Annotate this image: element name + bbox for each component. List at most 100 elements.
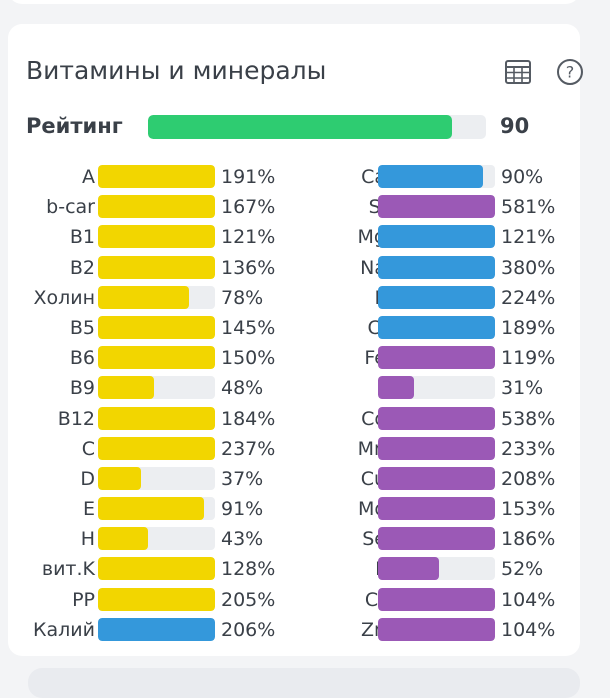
vitamin-bar bbox=[98, 497, 215, 521]
vitamin-bar bbox=[98, 285, 215, 309]
mineral-row: Cr 104% bbox=[288, 585, 580, 615]
mineral-row: Na 380% bbox=[288, 253, 580, 283]
mineral-label: Cu bbox=[360, 467, 386, 490]
vitamin-bar-fill bbox=[98, 225, 215, 249]
next-card bbox=[28, 668, 580, 698]
mineral-bar-fill bbox=[378, 165, 484, 188]
mineral-bar-fill bbox=[378, 436, 495, 460]
table-icon[interactable] bbox=[502, 56, 534, 88]
vitamin-percent: 191% bbox=[221, 166, 276, 188]
mineral-bar-fill bbox=[378, 527, 495, 551]
vitamin-row: B2 136% bbox=[8, 253, 288, 283]
mineral-label: Si bbox=[288, 196, 386, 218]
mineral-percent: 52% bbox=[501, 558, 544, 581]
vitamin-percent: 43% bbox=[221, 528, 264, 551]
mineral-bar bbox=[378, 617, 495, 641]
mineral-bar bbox=[378, 315, 495, 339]
vitamin-row: Холин 78% bbox=[8, 283, 288, 313]
mineral-bar bbox=[378, 527, 495, 551]
mineral-row: P 224% bbox=[288, 283, 580, 313]
mineral-percent: 186% bbox=[501, 528, 556, 551]
vitamin-bar bbox=[98, 617, 215, 641]
mineral-percent: 233% bbox=[501, 437, 556, 460]
mineral-percent: 153% bbox=[501, 498, 556, 521]
mineral-label: Na bbox=[360, 256, 386, 279]
mineral-percent: 224% bbox=[501, 286, 556, 309]
vitamin-percent: 136% bbox=[221, 256, 276, 279]
vitamin-row: вит.K 128% bbox=[8, 554, 288, 584]
mineral-bar-fill bbox=[378, 315, 495, 339]
mineral-bar bbox=[378, 255, 495, 279]
vitamin-bar bbox=[98, 225, 215, 249]
mineral-bar-fill bbox=[378, 225, 495, 249]
vitamin-bar-fill bbox=[98, 346, 215, 370]
mineral-percent: 104% bbox=[501, 588, 556, 611]
svg-text:?: ? bbox=[566, 63, 575, 82]
vitamin-percent: 145% bbox=[221, 316, 276, 339]
vitamin-row: B9 48% bbox=[8, 373, 288, 403]
mineral-row: I 31% bbox=[288, 373, 580, 403]
vitamin-row: A 191% bbox=[8, 162, 288, 192]
mineral-percent: 208% bbox=[501, 467, 556, 490]
vitamin-label: Калий bbox=[33, 618, 95, 641]
vitamin-bar-fill bbox=[98, 315, 215, 339]
vitamin-bar bbox=[98, 165, 215, 188]
vitamin-bar-fill bbox=[98, 497, 205, 521]
mineral-label: Cr bbox=[364, 588, 386, 611]
mineral-percent: 104% bbox=[501, 618, 556, 641]
mineral-bar-fill bbox=[378, 195, 495, 219]
mineral-label: Mo bbox=[357, 498, 386, 521]
mineral-label: Ca bbox=[361, 166, 386, 188]
vitamin-bar bbox=[98, 315, 215, 339]
mineral-label: Co bbox=[361, 407, 386, 430]
mineral-bar-fill bbox=[378, 346, 495, 370]
vitamin-row: C 237% bbox=[8, 434, 288, 464]
minerals-column: Ca 90% Si 581% Mg 121% Na 380% P 224% Cl 189% Fe 119%… bbox=[288, 162, 580, 645]
vitamin-bar bbox=[98, 346, 215, 370]
section-title: Витамины и минералы bbox=[26, 56, 327, 85]
vitamin-label: B1 bbox=[69, 226, 95, 249]
mineral-bar bbox=[378, 466, 495, 490]
mineral-label: P bbox=[288, 287, 386, 309]
help-circle-icon[interactable]: ? bbox=[554, 56, 586, 88]
vitamin-row: b-car 167% bbox=[8, 192, 288, 222]
vitamin-percent: 91% bbox=[221, 498, 264, 521]
vitamin-percent: 48% bbox=[221, 377, 264, 400]
mineral-bar bbox=[378, 376, 495, 400]
mineral-bar-fill bbox=[378, 466, 495, 490]
mineral-row: Mo 153% bbox=[288, 494, 580, 524]
mineral-row: F 52% bbox=[288, 554, 580, 584]
vitamin-percent: 206% bbox=[221, 618, 276, 641]
mineral-label: Cl bbox=[367, 316, 386, 339]
vitamin-row: B6 150% bbox=[8, 343, 288, 373]
vitamin-bar bbox=[98, 557, 215, 581]
vitamin-label: B5 bbox=[69, 316, 95, 339]
vitamin-bar-fill bbox=[98, 165, 215, 188]
vitamin-label: B2 bbox=[69, 256, 95, 279]
vitamin-bar bbox=[98, 587, 215, 611]
mineral-percent: 538% bbox=[501, 407, 556, 430]
vitamin-bar-fill bbox=[98, 285, 190, 309]
vitamin-row: B1 121% bbox=[8, 222, 288, 252]
vitamin-bar bbox=[98, 195, 215, 219]
mineral-row: Si 581% bbox=[288, 192, 580, 222]
rating-bar bbox=[148, 115, 486, 139]
mineral-percent: 189% bbox=[501, 316, 556, 339]
vitamin-bar-fill bbox=[98, 195, 215, 219]
mineral-bar-fill bbox=[378, 557, 439, 581]
mineral-row: Cl 189% bbox=[288, 313, 580, 343]
mineral-bar-fill bbox=[378, 617, 495, 641]
mineral-percent: 380% bbox=[501, 256, 556, 279]
mineral-label: Mn bbox=[357, 437, 386, 460]
vitamin-label: D bbox=[80, 467, 95, 490]
mineral-bar-fill bbox=[378, 285, 495, 309]
mineral-bar bbox=[378, 406, 495, 430]
vitamin-bar-fill bbox=[98, 617, 215, 641]
mineral-percent: 581% bbox=[501, 196, 556, 219]
vitamin-label: Холин bbox=[33, 286, 95, 309]
rating-bar-fill bbox=[148, 115, 453, 139]
mineral-percent: 90% bbox=[501, 166, 544, 188]
vitamin-bar-fill bbox=[98, 587, 215, 611]
vitamin-percent: 37% bbox=[221, 467, 264, 490]
vitamin-label: A bbox=[82, 166, 95, 188]
